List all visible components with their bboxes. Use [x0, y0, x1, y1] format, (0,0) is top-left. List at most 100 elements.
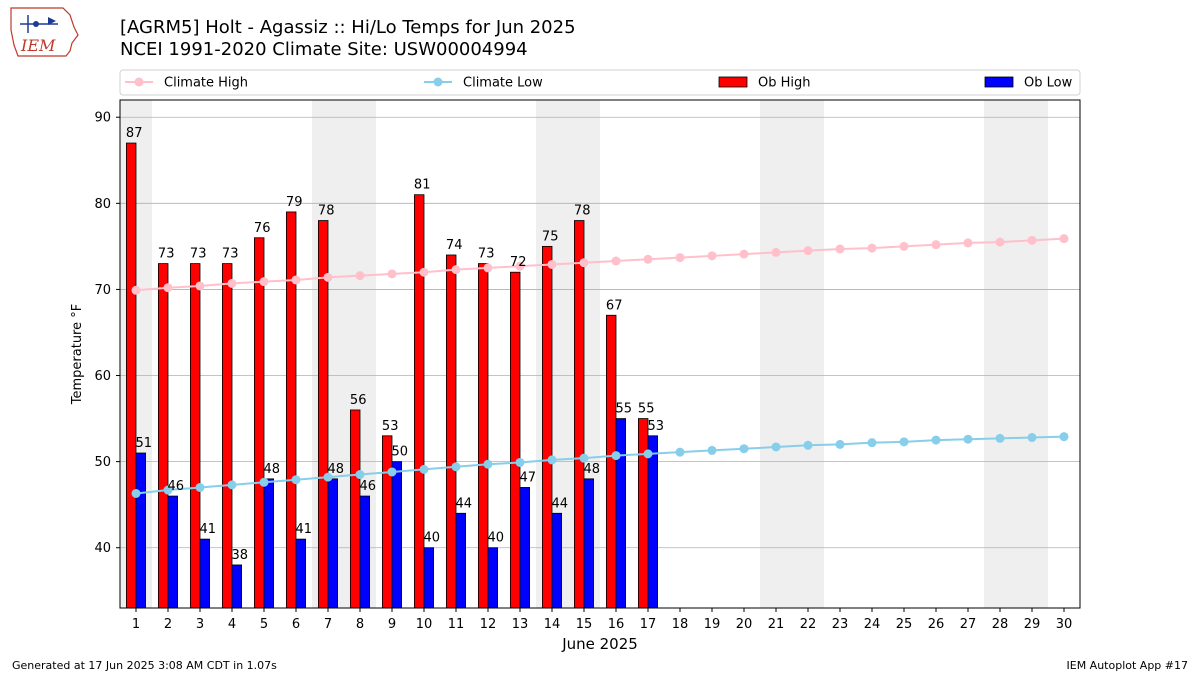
chart-title: [AGRM5] Holt - Agassiz :: Hi/Lo Temps fo… [120, 17, 576, 38]
ob-high-bar-label: 56 [350, 393, 367, 408]
climate-high-line [135, 237, 1065, 292]
plot-frame [119, 99, 1081, 609]
x-tick-label: 19 [704, 617, 721, 632]
ob-high-bar-label: 72 [510, 255, 527, 270]
ob-low-bar-label: 48 [328, 462, 345, 477]
ob-high-bar [574, 220, 585, 609]
climate-high-point [387, 269, 397, 279]
x-tick-label: 25 [896, 617, 913, 632]
ob-low-bar [327, 478, 339, 609]
ob-low-bar-label: 51 [136, 436, 153, 451]
legend-bar-swatch [718, 76, 748, 88]
ob-low-bar [199, 538, 211, 609]
ob-low-bar [519, 487, 531, 609]
climate-high-point [483, 263, 493, 273]
climate-high-point [195, 281, 205, 291]
ob-low-bar-label: 40 [488, 531, 505, 546]
y-tick-label: 40 [94, 541, 111, 556]
legend-label: Climate Low [463, 76, 543, 91]
x-tick-label: 2 [164, 617, 172, 632]
climate-high-point [867, 243, 877, 253]
climate-low-point [899, 437, 909, 447]
legend-box [119, 69, 1081, 96]
x-tick-label: 13 [512, 617, 529, 632]
x-tick-label: 30 [1056, 617, 1073, 632]
ob-low-bar-label: 50 [392, 445, 409, 460]
x-tick-label: 14 [544, 617, 561, 632]
ob-high-bar-label: 53 [382, 419, 399, 434]
ob-low-bar-label: 41 [296, 522, 313, 537]
climate-high-point [963, 238, 973, 248]
ob-low-bar-label: 38 [232, 548, 249, 563]
chart-subtitle: NCEI 1991-2020 Climate Site: USW00004994 [120, 39, 528, 60]
ob-high-bar [445, 254, 457, 609]
weekend-shading [760, 100, 824, 608]
climate-low-point [771, 442, 781, 452]
ob-low-bar-label: 44 [552, 496, 569, 511]
x-tick-label: 16 [608, 617, 625, 632]
ob-low-bar [391, 461, 403, 609]
x-tick-label: 24 [864, 617, 881, 632]
ob-low-bar [359, 495, 371, 609]
climate-low-point [803, 440, 813, 450]
climate-low-point [1027, 433, 1037, 443]
ob-low-bar [551, 512, 563, 609]
climate-high-point [323, 272, 333, 282]
ob-high-bar [509, 271, 521, 609]
climate-low-point [419, 464, 429, 474]
ob-low-bar [647, 435, 659, 609]
ob-low-bar-label: 44 [456, 496, 473, 511]
generated-timestamp: Generated at 17 Jun 2025 3:08 AM CDT in … [12, 659, 277, 672]
weekend-shading [984, 100, 1048, 608]
climate-high-point [259, 277, 269, 287]
y-tick-label: 50 [94, 455, 111, 470]
ob-high-bar-label: 73 [478, 247, 495, 262]
climate-high-point [547, 259, 557, 269]
ob-high-bar-label: 75 [542, 229, 559, 244]
climate-low-point [131, 488, 141, 498]
ob-low-bar [263, 478, 275, 609]
y-tick-label: 70 [94, 283, 111, 298]
ob-low-bar [295, 538, 307, 609]
app-credit: IEM Autoplot App #17 [1066, 659, 1189, 672]
legend-label: Ob Low [1024, 76, 1073, 91]
x-tick-label: 15 [576, 617, 593, 632]
climate-low-point [163, 485, 173, 495]
x-tick-label: 18 [672, 617, 689, 632]
ob-high-bar-label: 74 [446, 238, 463, 253]
climate-high-point [451, 265, 461, 275]
climate-low-point [835, 439, 845, 449]
iem-logo: IEM [10, 7, 79, 57]
ob-high-bar-label: 87 [126, 126, 143, 141]
ob-high-bar-label: 81 [414, 178, 431, 193]
ob-high-bar-label: 78 [318, 204, 335, 219]
x-tick-label: 12 [480, 617, 497, 632]
ob-high-bar [157, 263, 169, 609]
climate-low-point [643, 449, 653, 459]
climate-low-point [867, 438, 877, 448]
climate-high-point [291, 275, 301, 285]
y-tick-label: 90 [94, 111, 111, 126]
ob-high-bar-label: 73 [190, 247, 207, 262]
ob-high-bar [349, 409, 361, 609]
climate-high-point [611, 256, 621, 266]
climate-low-point [995, 433, 1005, 443]
ob-low-bar-label: 40 [424, 531, 441, 546]
ob-low-bar [135, 452, 147, 609]
x-tick-label: 23 [832, 617, 849, 632]
legend-label: Ob High [758, 76, 811, 91]
ob-high-bar [413, 194, 425, 609]
climate-high-point [579, 258, 589, 268]
climate-low-point [579, 453, 589, 463]
climate-low-point [483, 459, 493, 469]
x-tick-label: 8 [356, 617, 364, 632]
climate-low-point [259, 477, 269, 487]
ob-low-bar-label: 48 [584, 462, 601, 477]
climate-low-point [515, 457, 525, 467]
climate-low-point [387, 467, 397, 477]
climate-high-point [771, 247, 781, 257]
ob-high-bar [477, 263, 489, 609]
climate-low-point [547, 455, 557, 465]
ob-high-bar-label: 73 [222, 247, 239, 262]
